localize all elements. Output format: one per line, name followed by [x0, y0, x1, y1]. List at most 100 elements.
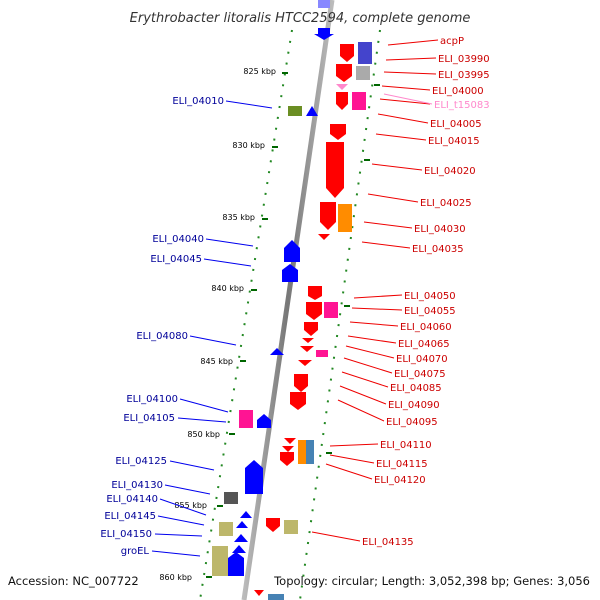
- gene-label: ELI_04085: [390, 383, 442, 394]
- gene-arrow-eli04125: [245, 460, 263, 494]
- left-gene-labels: ELI_04010 ELI_04040 ELI_04045 ELI_04080 …: [100, 96, 224, 557]
- gene-label: ELI_04020: [424, 166, 476, 177]
- kbp-label: 830 kbp: [232, 141, 265, 150]
- forward-strand-genes: [254, 42, 372, 600]
- gene-arrow-acpp: [340, 44, 354, 62]
- gene-block-eli03990: [358, 42, 372, 64]
- gene-arrow: [234, 534, 248, 542]
- gene-label: groEL: [121, 546, 150, 557]
- gene-label: ELI_03995: [438, 70, 490, 81]
- gene-arrow: [257, 414, 271, 428]
- gene-label: ELI_04090: [388, 400, 440, 411]
- gene-arrow-eli04020: [326, 142, 344, 198]
- gene-arrow-eli04000: [336, 84, 348, 90]
- accession-text: Accession: NC_007722: [8, 574, 139, 588]
- gene-block: [268, 594, 284, 600]
- gene-arrow-eli04025: [320, 202, 336, 230]
- gene-label: ELI_04075: [394, 369, 446, 380]
- gene-arrow-eli04085: [294, 374, 308, 392]
- gene-arrow: [254, 590, 264, 596]
- right-gene-labels: acpP ELI_03990 ELI_03995 ELI_04000 ELI_t…: [362, 36, 490, 548]
- gene-label: ELI_04015: [428, 136, 480, 147]
- gene-arrow-eli04115: [280, 452, 294, 466]
- gene-arrow: [228, 552, 244, 576]
- gene-label: ELI_04110: [380, 440, 432, 451]
- kbp-label: 845 kbp: [200, 357, 233, 366]
- gene-block-eli04120: [306, 440, 314, 464]
- gene-label: ELI_03990: [438, 54, 490, 65]
- gene-label: ELI_04060: [400, 322, 452, 333]
- gene-arrow-eli04110: [284, 438, 296, 444]
- gene-block-eli04145: [219, 522, 233, 536]
- kbp-tick-marks: [206, 72, 380, 578]
- gene-arrow-eli04060: [304, 322, 318, 336]
- gene-block-eli04115: [298, 440, 306, 464]
- gene-label-trna: ELI_t15083: [434, 100, 490, 111]
- gene-label: ELI_04010: [172, 96, 224, 107]
- gene-arrow-eli04055: [306, 302, 322, 320]
- gene-block-eli04135: [284, 520, 298, 534]
- gene-label: ELI_04095: [386, 417, 438, 428]
- gene-block-eli04100: [239, 410, 253, 428]
- gene-label: ELI_04080: [136, 331, 188, 342]
- gene-arrow-eli04070: [300, 346, 314, 352]
- gene-label: ELI_04100: [126, 394, 178, 405]
- map-title: Erythrobacter litoralis HTCC2594, comple…: [130, 11, 471, 26]
- gene-arrow: [282, 446, 294, 452]
- gene-label: ELI_04070: [396, 354, 448, 365]
- gene-label: ELI_04000: [432, 86, 484, 97]
- gene-label: ELI_04025: [420, 198, 472, 209]
- gene-label: ELI_04145: [104, 511, 156, 522]
- gene-block-eli04130: [224, 492, 238, 504]
- kbp-label: 850 kbp: [187, 430, 220, 439]
- gene-label: ELI_04150: [100, 529, 152, 540]
- gene-block-eli04030: [338, 204, 352, 232]
- gene-block-groel: [212, 546, 228, 576]
- gene-arrow-eli04135: [266, 518, 280, 532]
- gene-label: ELI_04115: [376, 459, 428, 470]
- gene-arrow: [240, 511, 252, 518]
- gene-arrow-eli04040: [284, 240, 300, 262]
- gene-label: ELI_04035: [412, 244, 464, 255]
- trna-leader-line: [383, 93, 433, 105]
- kbp-label: 840 kbp: [211, 284, 244, 293]
- gene-arrow-eli04080: [270, 348, 284, 355]
- left-leader-lines: [151, 100, 273, 557]
- gene-label: ELI_04045: [150, 254, 202, 265]
- gene-label: ELI_04105: [123, 413, 175, 424]
- gene-label: ELI_04135: [362, 537, 414, 548]
- gene-arrow: [306, 106, 318, 116]
- gene-arrow-eli04075: [298, 360, 312, 366]
- gene-arrow: [336, 64, 352, 82]
- gene-block-eli04005: [352, 92, 366, 110]
- gene-block-eli03995: [356, 66, 370, 80]
- gene-arrow-eli04065: [302, 338, 314, 343]
- gene-label: ELI_04125: [115, 456, 167, 467]
- gene-block-eli04055: [324, 302, 338, 318]
- kbp-label: 860 kbp: [159, 573, 192, 582]
- gene-arrow-eli04035: [318, 234, 330, 240]
- gene-label: ELI_04055: [404, 306, 456, 317]
- genome-summary-text: Topology: circular; Length: 3,052,398 bp…: [273, 574, 590, 588]
- gene-arrow-eli04045: [282, 264, 298, 282]
- kbp-label: 835 kbp: [222, 213, 255, 222]
- gene-label: ELI_04065: [398, 339, 450, 350]
- gene-arrow: [314, 28, 334, 40]
- kbp-label: 825 kbp: [243, 67, 276, 76]
- gene-arrow-eli04015: [330, 124, 346, 140]
- gene-label: acpP: [440, 36, 464, 47]
- gene-label: ELI_04140: [106, 494, 158, 505]
- gene-arrow-eli04090: [290, 392, 306, 410]
- gene-block-eli04010: [288, 106, 302, 116]
- gene-block-eli04070: [316, 350, 328, 357]
- gene-label: ELI_04130: [111, 480, 163, 491]
- gene-label: ELI_04005: [430, 119, 482, 130]
- gene-block: [318, 0, 330, 8]
- right-leader-lines: [311, 39, 439, 542]
- gene-arrow: [236, 521, 248, 528]
- gene-arrow-eli04050: [308, 286, 322, 300]
- kbp-labels: 825 kbp 830 kbp 835 kbp 840 kbp 845 kbp …: [159, 67, 276, 582]
- gene-arrow: [336, 92, 348, 110]
- genome-backbone: [241, 0, 335, 600]
